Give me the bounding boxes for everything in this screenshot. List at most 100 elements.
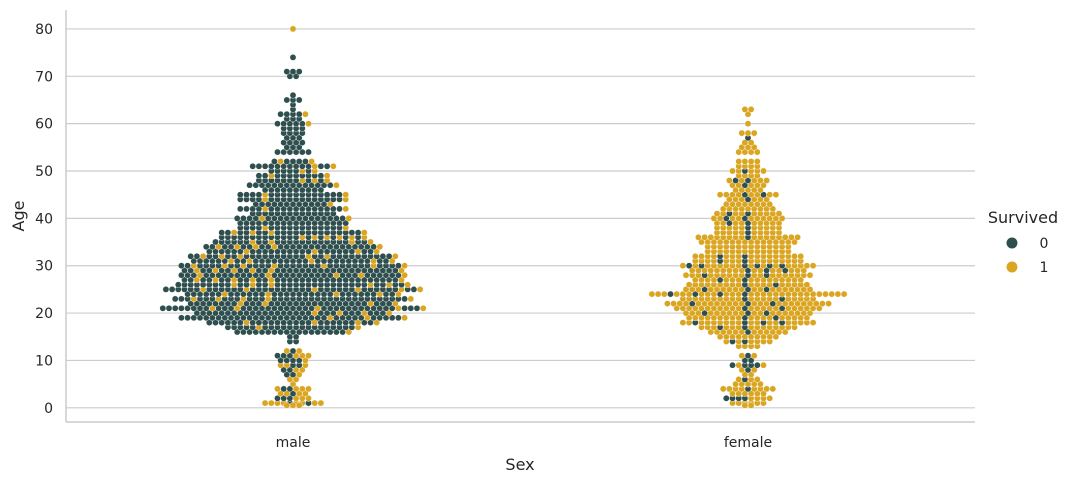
legend: Survived 0 1 — [988, 208, 1058, 276]
point-female-survived-1 — [698, 252, 705, 260]
point-female-survived-1 — [738, 352, 746, 360]
point-female-survived-0 — [744, 352, 752, 360]
point-female-survived-0 — [723, 394, 730, 402]
point-male-survived-0 — [184, 290, 191, 298]
point-male-survived-0 — [193, 252, 201, 260]
point-female-survived-1 — [754, 148, 761, 156]
y-axis-label: Age — [9, 201, 28, 232]
point-female-survived-1 — [828, 290, 836, 298]
point-male-survived-0 — [298, 139, 306, 146]
point-male-survived-0 — [240, 215, 247, 222]
point-female-survived-1 — [757, 380, 764, 388]
point-male-survived-1 — [305, 385, 312, 393]
point-female-survived-1 — [797, 276, 805, 284]
data-points — [159, 25, 848, 409]
point-male-survived-0 — [317, 186, 325, 194]
point-female-survived-1 — [803, 281, 811, 289]
point-male-survived-1 — [345, 215, 353, 222]
y-tick-label-30: 30 — [35, 259, 53, 275]
point-male-survived-1 — [333, 181, 340, 189]
y-tick-label-20: 20 — [35, 306, 53, 322]
point-female-survived-1 — [757, 186, 764, 194]
point-male-survived-0 — [289, 54, 297, 61]
y-tick-label-80: 80 — [35, 22, 53, 38]
point-female-survived-1 — [816, 290, 823, 298]
axes — [65, 10, 975, 423]
point-male-survived-0 — [184, 262, 191, 270]
point-male-survived-0 — [255, 162, 263, 170]
point-male-survived-0 — [193, 309, 201, 317]
point-male-survived-0 — [401, 295, 408, 303]
point-male-survived-0 — [174, 281, 182, 289]
point-male-survived-0 — [171, 304, 179, 312]
point-male-survived-0 — [410, 286, 418, 293]
point-male-survived-0 — [187, 252, 194, 260]
point-female-survived-1 — [738, 143, 746, 151]
point-male-survived-0 — [283, 158, 291, 165]
x-axis-label: Sex — [505, 455, 534, 474]
point-male-survived-0 — [295, 110, 303, 118]
point-male-survived-0 — [274, 120, 281, 127]
point-male-survived-1 — [277, 158, 284, 165]
point-male-survived-0 — [336, 205, 343, 213]
point-male-survived-1 — [398, 267, 405, 274]
point-female-survived-1 — [809, 262, 817, 270]
point-male-survived-1 — [305, 352, 312, 360]
point-male-survived-0 — [277, 110, 284, 118]
point-male-survived-0 — [171, 295, 179, 303]
point-male-survived-0 — [323, 191, 331, 198]
point-male-survived-1 — [385, 309, 393, 317]
point-female-survived-1 — [698, 238, 705, 246]
point-female-survived-1 — [648, 290, 656, 298]
point-female-survived-1 — [766, 191, 774, 198]
point-female-survived-1 — [735, 361, 743, 369]
point-female-survived-1 — [825, 300, 832, 307]
point-male-survived-0 — [274, 352, 281, 360]
point-female-survived-1 — [766, 394, 774, 402]
legend-label-1: 1 — [1040, 260, 1049, 276]
point-female-survived-1 — [741, 158, 749, 165]
point-male-survived-0 — [302, 158, 309, 165]
point-female-survived-1 — [741, 402, 749, 409]
point-male-survived-0 — [255, 172, 263, 179]
point-male-survived-0 — [218, 229, 225, 236]
point-female-survived-1 — [747, 158, 755, 165]
y-tick-label-60: 60 — [35, 117, 53, 133]
point-female-survived-1 — [719, 385, 727, 393]
point-female-survived-1 — [682, 271, 690, 279]
point-female-survived-1 — [763, 177, 770, 184]
point-male-survived-0 — [292, 73, 300, 80]
point-female-survived-1 — [781, 233, 789, 241]
point-female-survived-1 — [707, 233, 715, 241]
point-female-survived-1 — [769, 205, 777, 213]
point-male-survived-0 — [289, 68, 297, 75]
point-male-survived-0 — [274, 394, 281, 402]
point-male-survived-0 — [283, 110, 291, 118]
point-male-survived-0 — [379, 252, 387, 260]
point-male-survived-1 — [302, 357, 309, 364]
point-male-survived-0 — [261, 172, 269, 179]
point-female-survived-1 — [750, 129, 758, 137]
point-female-survived-1 — [685, 314, 693, 322]
point-male-survived-0 — [252, 200, 260, 208]
point-male-survived-0 — [212, 238, 219, 246]
point-female-survived-1 — [741, 106, 749, 113]
point-female-survived-1 — [716, 333, 724, 341]
legend-marker-1 — [1006, 261, 1018, 273]
y-tick-label-70: 70 — [35, 69, 53, 85]
point-female-survived-1 — [701, 233, 708, 241]
point-female-survived-0 — [747, 357, 755, 364]
point-female-survived-1 — [726, 177, 733, 184]
point-male-survived-0 — [280, 366, 288, 374]
point-male-survived-1 — [323, 172, 331, 179]
point-male-survived-0 — [295, 158, 303, 165]
point-male-survived-0 — [249, 162, 256, 170]
point-female-survived-1 — [747, 402, 755, 409]
point-female-survived-1 — [695, 233, 702, 241]
point-female-survived-1 — [750, 366, 758, 374]
point-male-survived-0 — [178, 295, 185, 303]
point-male-survived-0 — [181, 267, 188, 274]
point-female-survived-0 — [685, 262, 693, 270]
point-female-survived-0 — [729, 361, 736, 369]
point-male-survived-0 — [205, 319, 213, 326]
